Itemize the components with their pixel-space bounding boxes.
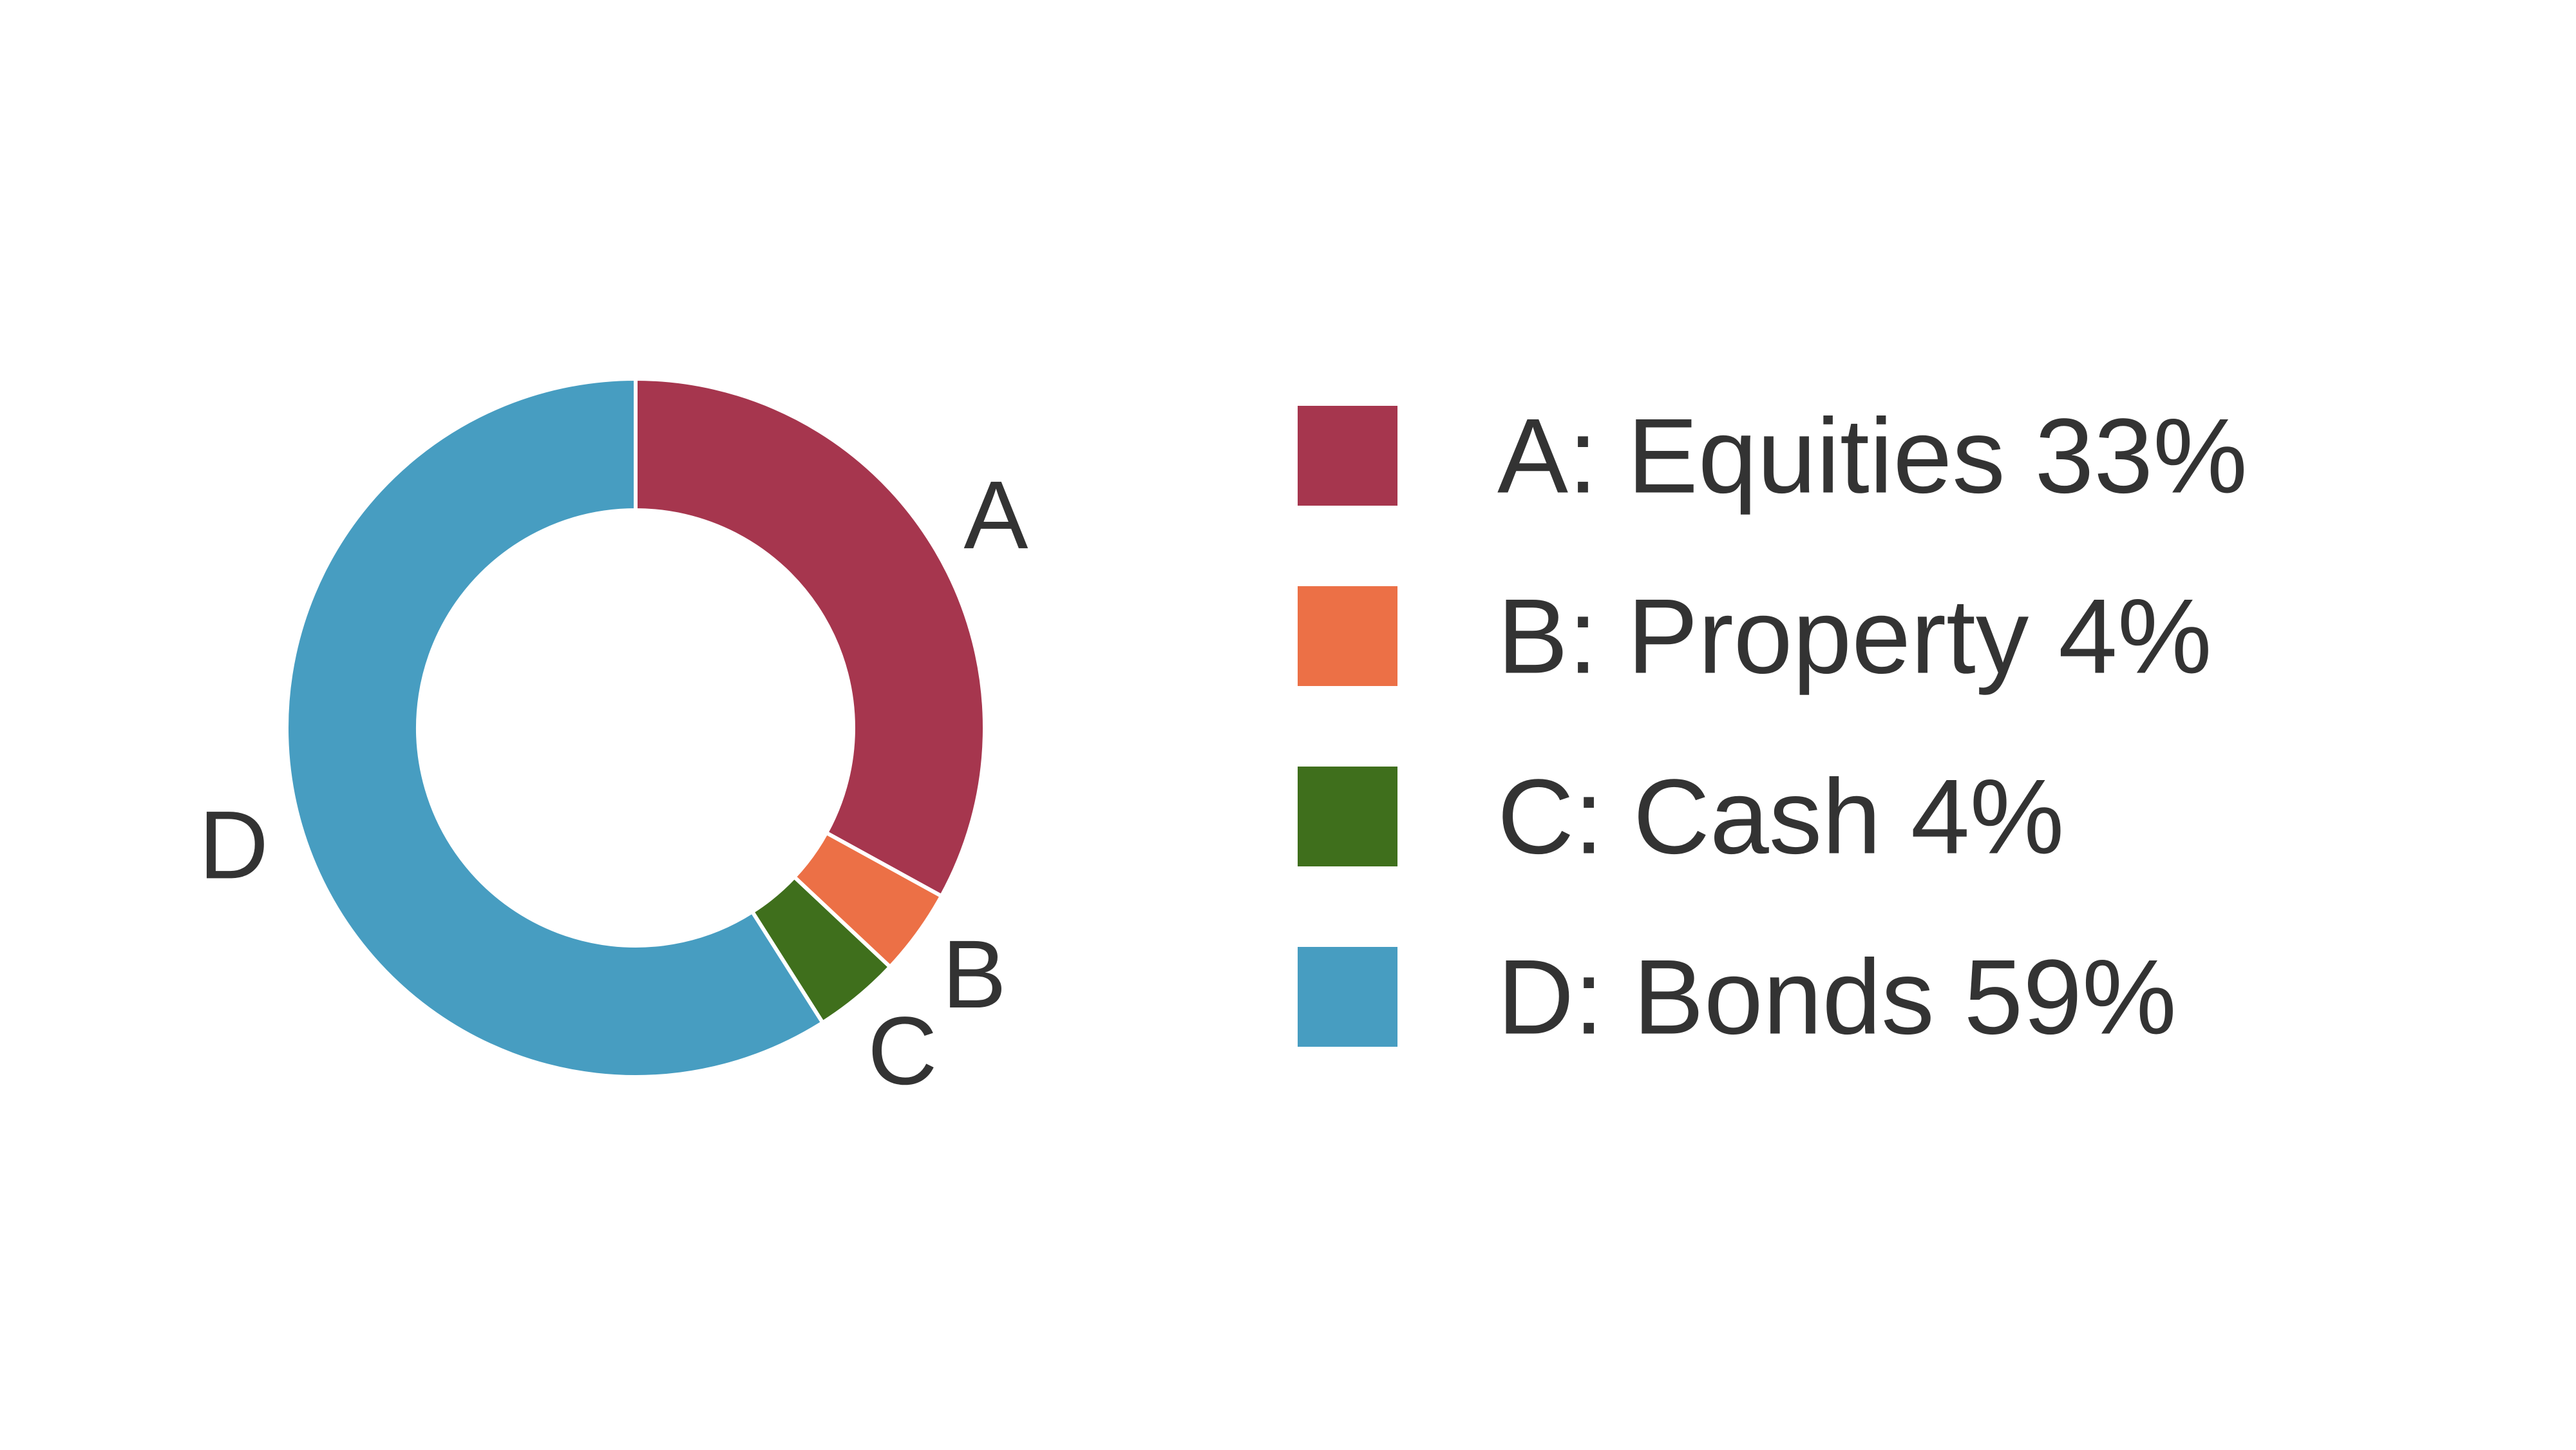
legend-label-c: C: Cash 4% — [1497, 758, 2064, 876]
legend: A: Equities 33% B: Property 4% C: Cash 4% D… — [1298, 397, 2248, 1056]
slice-d — [285, 376, 826, 1079]
slice-label-b: B — [942, 920, 1007, 1028]
donut-slices — [285, 376, 987, 1079]
slice-labels: A BC D — [199, 461, 1028, 1105]
slice-a — [634, 376, 987, 899]
slice-label-c: C — [867, 997, 937, 1105]
legend-label-b: B: Property 4% — [1497, 577, 2212, 696]
legend-swatch-a — [1298, 406, 1397, 506]
legend-label-d: D: Bonds 59% — [1497, 938, 2177, 1056]
legend-swatch-b — [1298, 586, 1397, 686]
legend-swatch-c — [1298, 767, 1397, 866]
legend-swatch-d — [1298, 947, 1397, 1047]
slice-label-d: D — [199, 790, 269, 899]
slice-label-a: A — [963, 461, 1028, 569]
legend-label-a: A: Equities 33% — [1497, 397, 2248, 515]
